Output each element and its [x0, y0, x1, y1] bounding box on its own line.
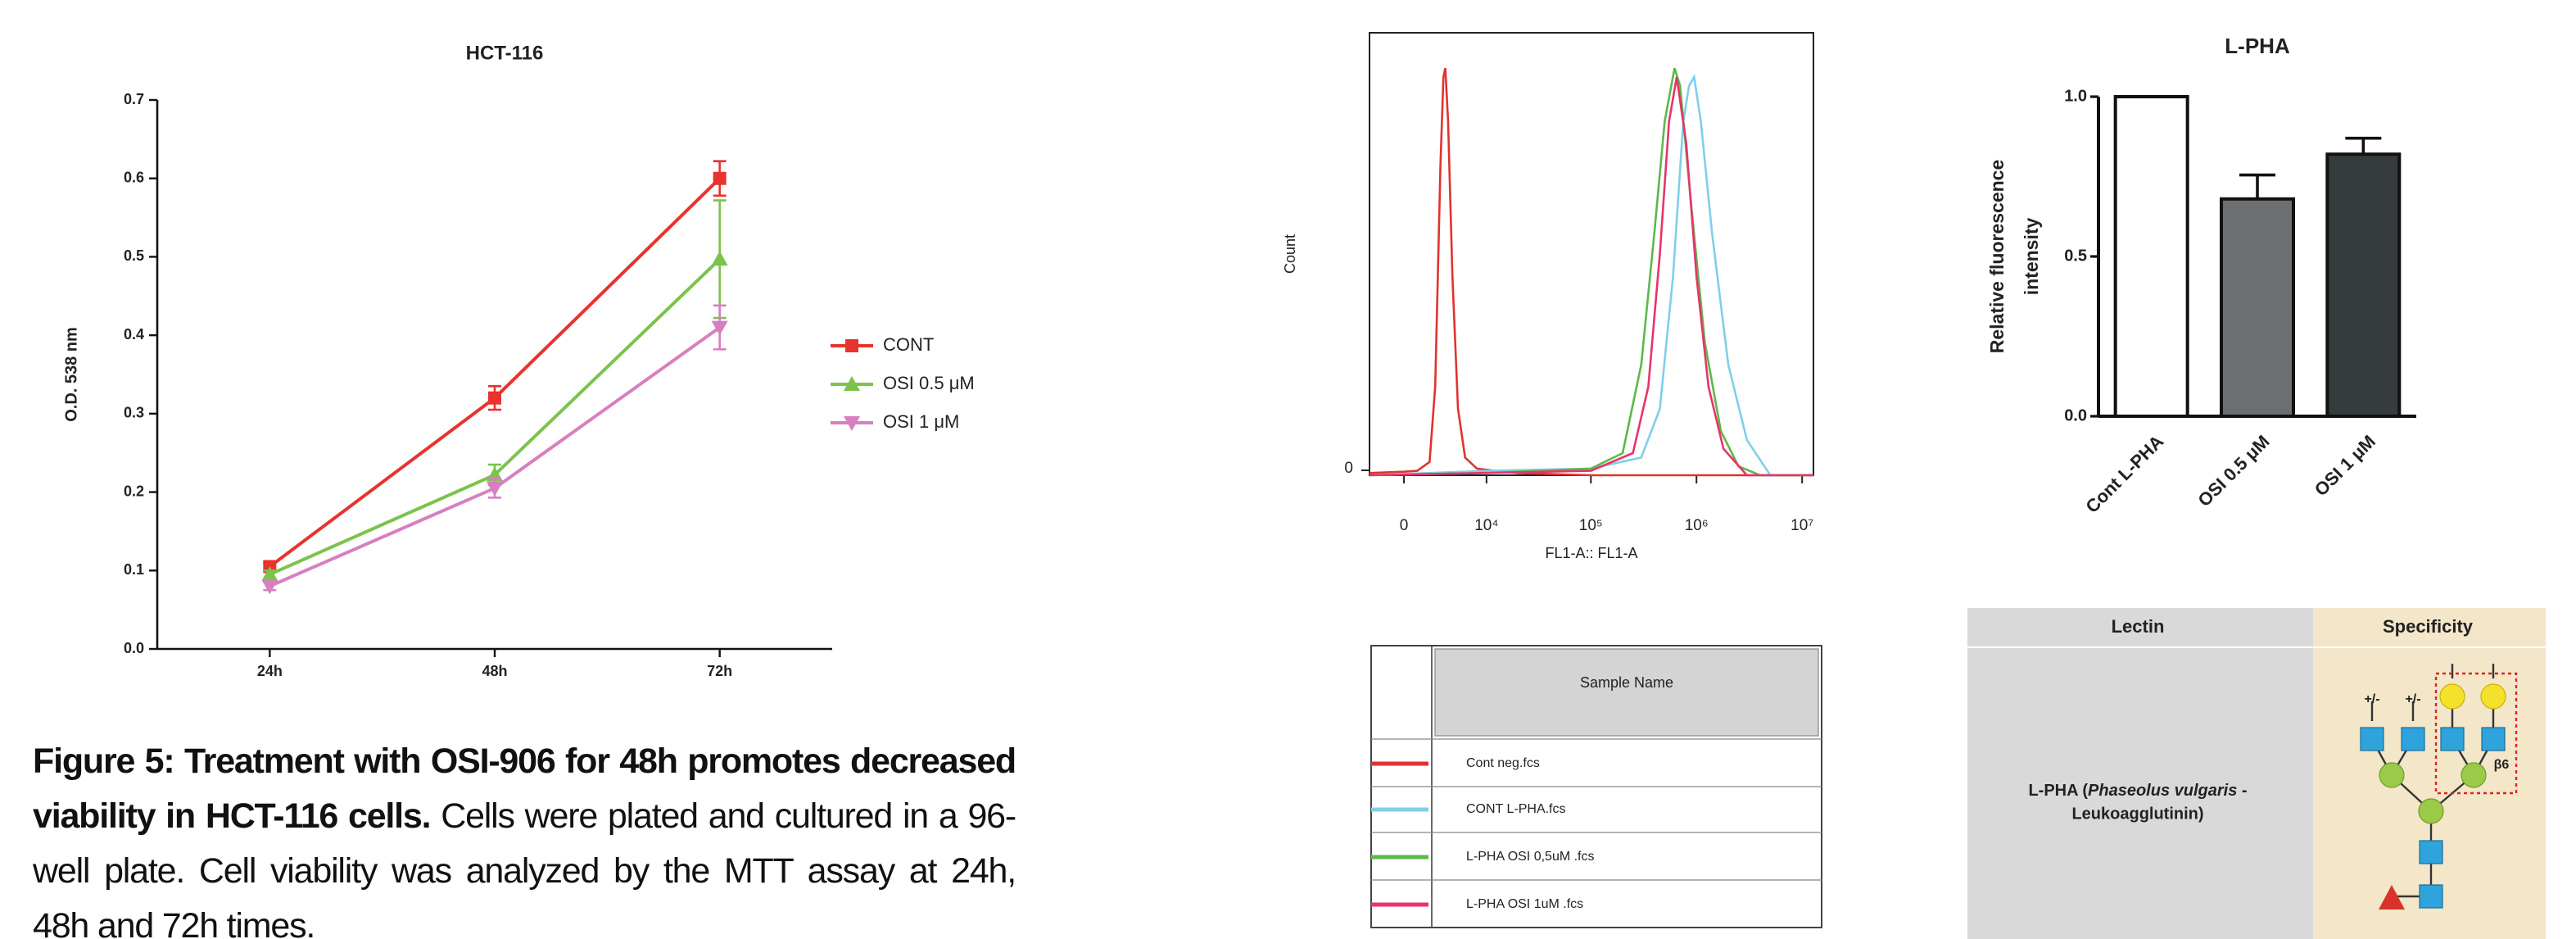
marker [261, 579, 278, 595]
marker [261, 566, 278, 582]
legend-label: OSI 1 μM [883, 411, 959, 432]
x-tick-label: 72h [707, 663, 732, 679]
error-bar [2239, 173, 2275, 199]
x-tick-label: 48h [482, 663, 507, 679]
bar [2113, 95, 2189, 418]
caption: Figure 5: Treatment with OSI-906 for 48h… [33, 734, 1016, 939]
table-header-cell [1434, 648, 1819, 737]
y-tick-label: 0.5 [2064, 247, 2087, 265]
series-line [269, 257, 722, 576]
histogram-line [1369, 74, 1813, 477]
chart-title: L-PHA [2225, 34, 2290, 58]
marker [488, 391, 501, 405]
caption-bold: Figure 5: Treatment with OSI-906 for 48h… [33, 742, 1016, 836]
lectin-text: - [2237, 782, 2247, 800]
glycan-label: +/- [2364, 692, 2379, 706]
error-bar [2345, 136, 2382, 155]
lectin-species: Phaseolus vulgaris [2088, 782, 2237, 800]
y-tick-label: 0.3 [124, 405, 144, 421]
x-tick-label: 10⁵ [1579, 517, 1603, 534]
glycan-label: +/- [2405, 692, 2420, 706]
x-tick-label: 0 [1400, 517, 1409, 534]
glycan-diagram [2360, 664, 2518, 910]
y-tick-label: 0.0 [2064, 406, 2087, 424]
lectin-name: Leukoagglutinin) [2071, 805, 2203, 823]
legend-label: Cont neg.fcs [1466, 756, 1540, 770]
lectin-name: L-PHA (Phaseolus vulgaris - [2028, 782, 2247, 800]
marker [711, 320, 728, 336]
legend-label: L-PHA OSI 0,5uM .fcs [1466, 850, 1595, 864]
y-axis-label: O.D. 538 nm [62, 327, 80, 422]
y-tick-label: 0.0 [124, 640, 144, 656]
y-axis-label: Relative fluorescence [1986, 160, 2008, 354]
legend-label: OSI 0.5 μM [883, 373, 975, 393]
x-tick-label: 10⁷ [1791, 517, 1813, 534]
x-tick-label: Cont L-PHA [2081, 431, 2167, 517]
y-tick-label: 0 [1344, 460, 1353, 477]
bar [2220, 197, 2295, 419]
x-tick-label: 24h [257, 663, 283, 679]
specificity-cell [2313, 608, 2546, 939]
chart-title: HCT-116 [466, 42, 544, 64]
y-axis-label: Count [1282, 234, 1298, 274]
y-tick-label: 0.6 [124, 169, 144, 185]
x-tick-label: OSI 0.5 μM [2193, 431, 2273, 510]
x-tick-label: 10⁴ [1474, 517, 1498, 534]
series-line [269, 177, 722, 569]
legend-label: CONT L-PHA.fcs [1466, 802, 1566, 816]
legend-marker [844, 376, 860, 391]
glycan-label: β6 [2494, 758, 2510, 772]
table-header: Lectin [2112, 616, 2165, 637]
histogram-line [1369, 67, 1813, 477]
legend-label: CONT [883, 334, 934, 355]
lectin-cell [1967, 608, 2313, 939]
y-tick-label: 0.7 [124, 91, 144, 107]
y-tick-label: 0.2 [124, 483, 144, 499]
histogram-line [1369, 67, 1813, 477]
caption-text: Cells were plated and cultured in a 96-w… [33, 796, 1016, 939]
legend-marker [844, 416, 860, 431]
legend-label: L-PHA OSI 1uM .fcs [1466, 897, 1583, 911]
y-axis-label: intensity [2021, 218, 2042, 296]
y-tick-label: 1.0 [2064, 87, 2087, 105]
y-tick-label: 0.1 [124, 561, 144, 578]
y-tick-label: 0.5 [124, 247, 144, 264]
table-header: Specificity [2383, 616, 2474, 637]
marker [711, 251, 728, 266]
marker [713, 171, 727, 185]
series-line [269, 325, 721, 588]
marker [487, 481, 503, 497]
table-header: Sample Name [1580, 674, 1673, 691]
x-tick-label: 10⁶ [1685, 517, 1709, 534]
lectin-text: L-PHA ( [2028, 782, 2088, 800]
x-tick-label: OSI 1 μM [2311, 431, 2379, 500]
x-axis-label: FL1-A:: FL1-A [1545, 545, 1637, 561]
histogram-line [1369, 76, 1813, 477]
bar [2325, 152, 2402, 418]
y-tick-label: 0.4 [124, 326, 144, 342]
legend-marker [845, 339, 858, 352]
plot-frame [1369, 32, 1814, 476]
